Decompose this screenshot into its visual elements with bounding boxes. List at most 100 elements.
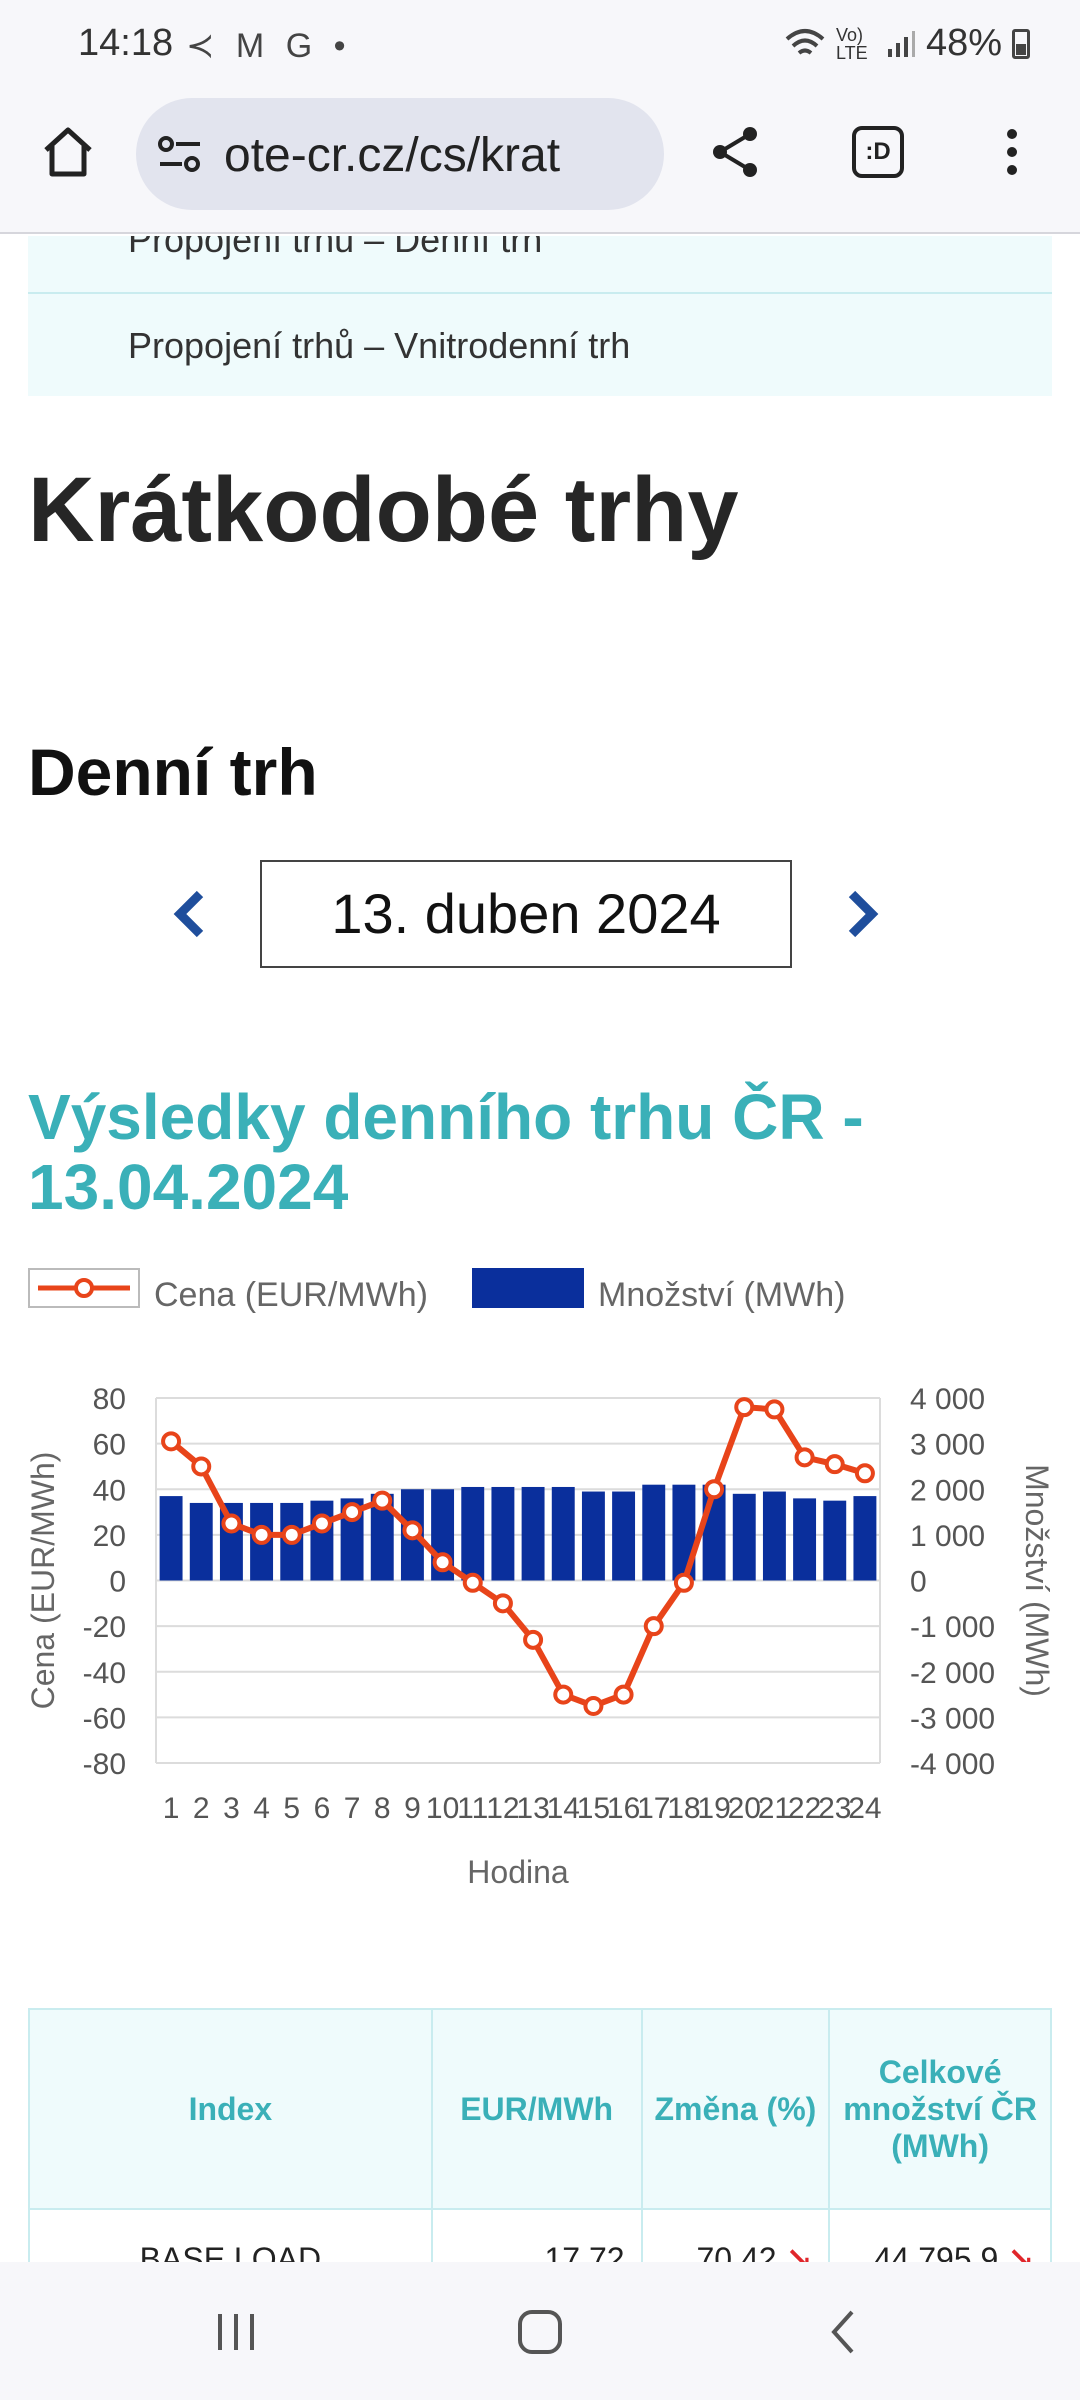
date-picker[interactable]: 13. duben 2024	[260, 860, 792, 968]
wifi-icon	[785, 28, 825, 55]
x-tick-label: 16	[607, 1792, 640, 1825]
y-left-tick-label: 60	[93, 1429, 126, 1462]
legend-price-swatch	[28, 1268, 140, 1308]
x-tick-label: 20	[728, 1792, 761, 1825]
x-tick-label: 13	[516, 1792, 549, 1825]
price-point	[281, 1524, 302, 1545]
y-left-tick-label: -80	[83, 1748, 126, 1781]
page-content: Propojení trhů – Denní trh Propojení trh…	[0, 236, 1080, 2262]
system-nav-bar	[0, 2262, 1080, 2400]
battery-icon	[1012, 28, 1030, 59]
submenu-item-day-ahead[interactable]: Propojení trhů – Denní trh	[128, 236, 543, 260]
home-nav-icon[interactable]	[510, 2302, 570, 2362]
submenu-item-intraday[interactable]: Propojení trhů – Vnitrodenní trh	[28, 292, 1052, 396]
y-left-tick-label: -40	[83, 1657, 126, 1690]
x-tick-label: 4	[253, 1792, 270, 1825]
share-icon[interactable]	[706, 122, 766, 182]
arrow-down-icon: ↘	[1007, 2241, 1034, 2262]
x-tick-label: 3	[223, 1792, 240, 1825]
price-point	[432, 1552, 453, 1573]
y-left-axis-title: Cena (EUR/MWh)	[25, 1452, 61, 1710]
x-tick-label: 15	[577, 1792, 610, 1825]
status-bar: 14:18 ≺ M G • Vo) LTE 48%	[0, 0, 1080, 92]
cell-change: 70.42 ↘	[640, 2208, 831, 2262]
table-row: BASE LOAD 17.72 70.42 ↘ 44 795.9 ↘	[28, 2208, 1052, 2262]
legend-volume-label: Množství (MWh)	[598, 1276, 846, 1314]
th-index: Index	[28, 2008, 433, 2210]
price-point	[613, 1684, 634, 1705]
x-tick-label: 24	[848, 1792, 881, 1825]
x-tick-label: 9	[404, 1792, 421, 1825]
x-tick-label: 18	[667, 1792, 700, 1825]
lte-icon: Vo) LTE	[835, 24, 868, 63]
y-left-tick-label: 40	[93, 1474, 126, 1507]
volume-bar	[762, 1491, 786, 1581]
results-title-line1: Výsledky denního trhu ČR -	[28, 1081, 864, 1153]
price-point	[372, 1490, 393, 1511]
price-point	[161, 1431, 182, 1452]
x-tick-label: 2	[193, 1792, 210, 1825]
cell-index: BASE LOAD	[28, 2208, 433, 2262]
site-settings-icon[interactable]	[156, 132, 204, 176]
price-point	[553, 1684, 574, 1705]
results-table: Index EUR/MWh Změna (%) Celkové množství…	[28, 2008, 1052, 2262]
price-point	[492, 1593, 513, 1614]
y-left-tick-label: -20	[83, 1611, 126, 1644]
cell-volume: 44 795.9 ↘	[828, 2208, 1052, 2262]
price-point	[191, 1456, 212, 1477]
table-header-row: Index EUR/MWh Změna (%) Celkové množství…	[28, 2008, 1052, 2210]
volume-bar	[853, 1496, 877, 1581]
day-ahead-chart: 80 4 000 60 3 000 40 2 000 20 1 000 0 0 -20 -1 000 -…	[25, 1383, 1055, 1890]
more-options-icon[interactable]	[982, 122, 1042, 182]
x-tick-label: 17	[637, 1792, 670, 1825]
x-axis-title: Hodina	[467, 1854, 569, 1890]
browser-toolbar: ote-cr.cz/cs/krat :D	[0, 92, 1080, 234]
home-icon[interactable]	[38, 122, 98, 182]
x-tick-label: 5	[283, 1792, 300, 1825]
chevron-left-icon[interactable]	[164, 886, 220, 942]
cell-price: 17.72	[430, 2208, 643, 2262]
y-right-tick-label: 0	[910, 1566, 927, 1599]
y-right-tick-label: -1 000	[910, 1611, 995, 1644]
x-tick-label: 8	[374, 1792, 391, 1825]
x-tick-label: 21	[758, 1792, 791, 1825]
volume-bar	[189, 1502, 213, 1581]
volume-bar	[551, 1486, 575, 1581]
change-value: 70.42	[696, 2241, 777, 2262]
y-left-tick-label: 20	[93, 1520, 126, 1553]
th-volume: Celkové množství ČR (MWh)	[828, 2008, 1052, 2210]
legend-volume-swatch	[472, 1268, 584, 1308]
battery-percent: 48%	[925, 22, 1002, 64]
y-right-tick-label: 2 000	[910, 1474, 985, 1507]
back-nav-icon[interactable]	[814, 2302, 874, 2362]
price-point	[734, 1397, 755, 1418]
x-tick-label: 12	[486, 1792, 519, 1825]
price-point	[704, 1479, 725, 1500]
price-point	[764, 1399, 785, 1420]
x-tick-label: 10	[426, 1792, 459, 1825]
volume-value: 44 795.9	[873, 2241, 999, 2262]
volume-bar	[461, 1486, 485, 1581]
y-right-tick-label: -3 000	[910, 1702, 995, 1735]
tab-switcher-button[interactable]: :D	[852, 126, 904, 178]
x-tick-label: 1	[163, 1792, 180, 1825]
volume-bar	[581, 1491, 605, 1581]
volume-bar	[521, 1486, 545, 1581]
signal-icon	[887, 30, 915, 57]
recent-apps-icon[interactable]	[206, 2302, 266, 2362]
results-title-line2: 13.04.2024	[28, 1151, 349, 1223]
x-tick-label: 7	[344, 1792, 361, 1825]
chevron-right-icon[interactable]	[834, 886, 890, 942]
price-point	[342, 1502, 363, 1523]
url-bar[interactable]: ote-cr.cz/cs/krat	[136, 98, 664, 210]
price-point	[311, 1513, 332, 1534]
x-tick-label: 22	[788, 1792, 821, 1825]
price-point	[583, 1695, 604, 1716]
page-title: Krátkodobé trhy	[28, 459, 739, 561]
submenu: Propojení trhů – Denní trh Propojení trh…	[28, 236, 1052, 396]
price-point	[523, 1629, 544, 1650]
x-tick-label: 23	[818, 1792, 851, 1825]
volume-bar	[370, 1493, 394, 1581]
section-title: Denní trh	[28, 735, 318, 809]
notification-icons: ≺ M G •	[186, 27, 352, 65]
